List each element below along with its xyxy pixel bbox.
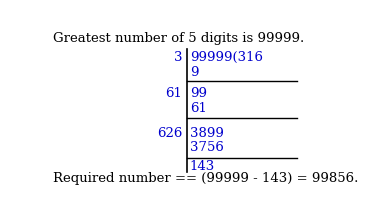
Text: 3756: 3756 [190,142,224,154]
Text: 99: 99 [190,87,207,100]
Text: 3: 3 [174,51,182,64]
Text: 61: 61 [165,87,182,100]
Text: Greatest number of 5 digits is 99999.: Greatest number of 5 digits is 99999. [54,32,305,45]
Text: 99999(316: 99999(316 [190,51,263,64]
Text: 3899: 3899 [190,127,224,140]
Text: 626: 626 [157,127,182,140]
Text: 61: 61 [190,102,207,115]
Text: 9: 9 [190,66,198,79]
Text: 143: 143 [190,160,215,173]
Text: Required number == (99999 - 143) = 99856.: Required number == (99999 - 143) = 99856… [54,172,359,185]
